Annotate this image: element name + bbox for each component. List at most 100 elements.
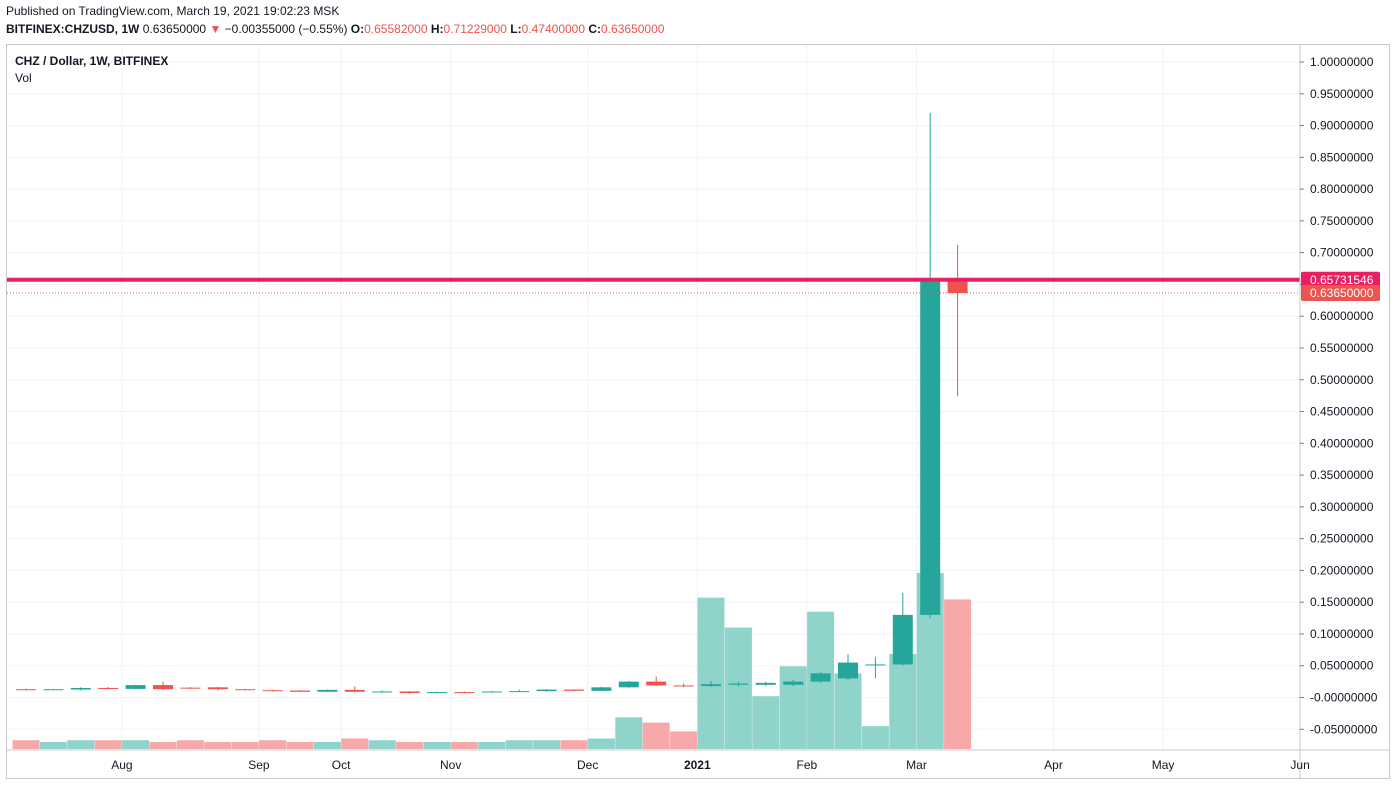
open-value: 0.65582000 (364, 22, 428, 36)
y-tick-label: 0.05000000 (1310, 659, 1374, 673)
volume-bar (286, 741, 314, 749)
volume-bar (341, 738, 369, 749)
candle-body (509, 691, 530, 693)
y-tick-label: 0.30000000 (1310, 500, 1374, 514)
candle-body (947, 280, 968, 294)
volume-bar (642, 722, 670, 749)
x-tick-label: Nov (440, 758, 461, 772)
candle-body (920, 280, 941, 615)
x-tick-label: 2021 (684, 758, 711, 772)
candle-body (427, 692, 447, 694)
y-tick-label: 0.70000000 (1310, 246, 1374, 260)
volume-bar (231, 741, 259, 749)
low-label: L: (510, 22, 522, 36)
price-change: −0.00355000 (−0.55%) (224, 22, 348, 36)
volume-bar (478, 741, 506, 749)
volume-bar (122, 740, 150, 749)
candle-body (783, 681, 804, 685)
volume-bar (313, 741, 341, 749)
candle-body (810, 673, 831, 682)
candle-body (564, 689, 584, 691)
candle-body (399, 691, 420, 694)
volume-bar (259, 740, 287, 749)
candle-body (618, 681, 639, 688)
x-tick-label: Sep (248, 758, 270, 772)
y-tick-label: 0.40000000 (1310, 436, 1374, 450)
y-tick-label: 0.80000000 (1310, 182, 1374, 196)
published-caption: Published on TradingView.com, March 19, … (6, 4, 340, 18)
candle-body (207, 687, 228, 690)
candle-body (125, 685, 146, 689)
low-value: 0.47400000 (521, 22, 586, 36)
volume-bar (861, 726, 889, 749)
volume-bar (533, 740, 561, 749)
last-price: 0.63650000 (142, 22, 207, 36)
hline-price-tag-label: 0.65731546 (1310, 273, 1374, 287)
volume-bar (752, 696, 780, 749)
candle-body (16, 689, 36, 691)
candle-body (262, 690, 283, 692)
y-tick-label: -0.05000000 (1310, 722, 1378, 736)
volume-bar (67, 740, 95, 749)
candle-body (153, 685, 173, 690)
volume-bar (779, 666, 807, 749)
candle-body (755, 682, 776, 685)
volume-bar (724, 627, 752, 749)
chart-legend-title: CHZ / Dollar, 1W, BITFINEX (15, 54, 169, 68)
candle-body (646, 681, 667, 686)
hline-price-tag-box (1301, 271, 1380, 288)
volume-bar (176, 740, 204, 749)
open-label: O: (350, 22, 365, 36)
candle-body (317, 689, 338, 692)
y-tick-label: 0.90000000 (1310, 119, 1374, 133)
y-tick-label: 0.10000000 (1310, 627, 1374, 641)
candle-body (892, 614, 913, 665)
volume-bar (204, 741, 232, 749)
last-price-tag-label: 0.63650000 (1310, 286, 1374, 300)
volume-bar (450, 741, 478, 749)
symbol-ohlc-bar: BITFINEX:CHZUSD, 1W 0.63650000 ▼ −0.0035… (6, 22, 664, 36)
y-tick-label: 0.35000000 (1310, 468, 1374, 482)
candle-body (372, 691, 393, 693)
candle-body (536, 689, 557, 692)
candle-body (235, 689, 256, 691)
volume-bar (423, 741, 451, 749)
volume-bar (615, 717, 643, 749)
candle-body (481, 691, 502, 693)
close-value: 0.63650000 (601, 22, 665, 36)
y-tick-label: 0.50000000 (1310, 373, 1374, 387)
y-tick-label: 0.20000000 (1310, 563, 1374, 577)
volume-bar (587, 738, 615, 749)
x-tick-label: Apr (1044, 758, 1063, 772)
candle-body (728, 683, 749, 685)
chart-frame (6, 44, 1390, 779)
volume-bar (889, 653, 917, 749)
candle-body (865, 664, 886, 666)
y-tick-label: 0.25000000 (1310, 532, 1374, 546)
volume-bar (505, 740, 533, 749)
candle-body (454, 692, 475, 694)
y-tick-label: 0.85000000 (1310, 150, 1374, 164)
candle-body (591, 687, 612, 691)
volume-bar (944, 599, 972, 749)
y-tick-label: 0.15000000 (1310, 595, 1374, 609)
x-tick-label: Feb (797, 758, 818, 772)
volume-bar (834, 673, 862, 749)
y-tick-label: 0.95000000 (1310, 87, 1374, 101)
volume-bar (12, 740, 40, 749)
change-arrow-icon: ▼ (209, 22, 222, 36)
y-tick-label: 0.60000000 (1310, 309, 1374, 323)
volume-legend: Vol (15, 71, 32, 85)
candle-body (70, 687, 91, 690)
candle-body (98, 687, 119, 689)
volume-bar (560, 740, 588, 749)
last-price-tag-box (1301, 285, 1380, 302)
candle-body (43, 689, 64, 691)
volume-bar (94, 740, 122, 749)
x-tick-label: Oct (332, 758, 351, 772)
candle-body (701, 684, 721, 687)
high-label: H: (430, 22, 444, 36)
volume-bar (670, 731, 698, 749)
volume-bar (368, 740, 396, 749)
